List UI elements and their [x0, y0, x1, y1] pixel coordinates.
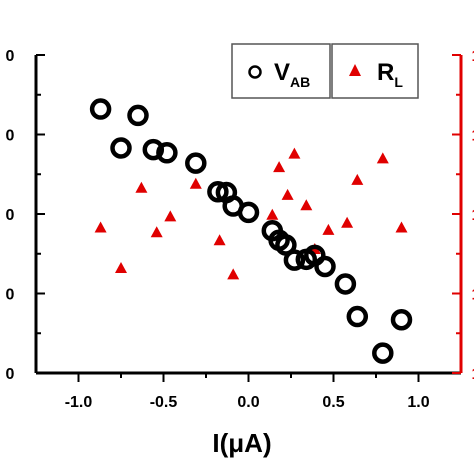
rl-data-point [189, 177, 202, 189]
legend-rl-label: RL [377, 59, 403, 90]
x-tick-label: -0.5 [150, 394, 178, 411]
rl-data-point [322, 223, 335, 235]
vab-data-point [334, 273, 357, 295]
rl-data-point [94, 221, 107, 233]
vab-data-point [314, 255, 336, 278]
legend-rl-sub: L [394, 74, 403, 90]
vab-data-point [142, 138, 165, 161]
rl-data-point [281, 188, 294, 200]
rl-data-point [351, 173, 364, 185]
vab-data-point [237, 201, 260, 224]
rl-data-point [135, 181, 148, 193]
x-axis-label: I(μA) [212, 428, 271, 458]
left-y-tick-label: 0 [6, 287, 15, 304]
vab-data-point [89, 98, 112, 120]
right-y-tick-label: 1 [472, 207, 474, 224]
rl-data-point [273, 161, 286, 173]
rl-data-point [213, 234, 226, 246]
right-y-tick-label: 1 [472, 128, 474, 145]
vab-data-point [207, 180, 229, 203]
rl-data-point [115, 262, 127, 274]
legend-vab-main: V [274, 59, 290, 86]
legend-vab-sub: AB [290, 74, 310, 90]
vab-data-point [127, 104, 149, 127]
right-y-ticks: 1 1 1 1 1 [452, 48, 474, 383]
right-y-tick-label: 1 [472, 48, 474, 65]
rl-series [94, 147, 408, 280]
legend-rl-marker [349, 64, 361, 76]
vab-data-point [275, 234, 297, 256]
vab-data-point [283, 249, 306, 271]
vab-data-point [390, 308, 413, 331]
x-tick-label: 0.0 [237, 394, 259, 411]
rl-data-point [376, 152, 389, 164]
left-y-tick-label: 0 [6, 48, 15, 65]
left-y-ticks: 0 0 0 0 0 [6, 48, 45, 383]
rl-data-point [227, 268, 240, 280]
vab-data-point [110, 137, 132, 159]
left-y-tick-label: 0 [6, 207, 15, 224]
rl-data-point [341, 216, 354, 228]
vab-data-point [346, 305, 369, 328]
rl-data-point [300, 199, 313, 211]
legend-vab-marker [248, 65, 262, 79]
vab-data-point [156, 142, 178, 164]
left-y-tick-label: 0 [6, 366, 15, 383]
x-tick-label: 0.5 [322, 394, 344, 411]
legend-vab-label: VAB [274, 59, 310, 90]
vab-data-point [185, 152, 207, 174]
legend: VAB RL [231, 43, 419, 99]
rl-data-point [150, 226, 163, 238]
vab-data-point [372, 342, 394, 364]
x-ticks: -1.0 -0.5 0.0 0.5 1.0 [65, 373, 430, 411]
legend-rl-main: R [377, 59, 394, 86]
rl-data-point [266, 208, 279, 220]
legend-box-rl [331, 43, 419, 99]
right-y-tick-label: 1 [472, 366, 474, 383]
rl-data-point [288, 147, 301, 159]
left-y-tick-label: 0 [6, 128, 15, 145]
rl-data-point [164, 210, 177, 222]
x-tick-label: -1.0 [65, 394, 93, 411]
x-tick-label: 1.0 [407, 394, 429, 411]
rl-data-point [395, 221, 408, 233]
right-y-tick-label: 1 [472, 287, 474, 304]
vab-series [89, 98, 413, 364]
